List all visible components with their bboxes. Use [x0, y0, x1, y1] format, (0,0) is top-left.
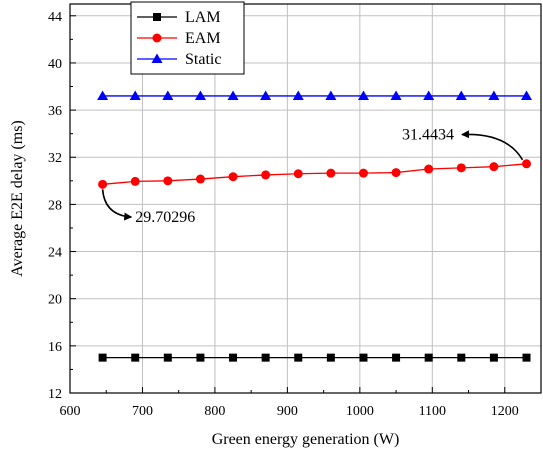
data-point-lam: [229, 353, 238, 362]
data-point-eam: [163, 176, 173, 186]
legend-marker-lam: [153, 13, 161, 21]
data-point-eam: [195, 174, 205, 184]
y-tick-label: 16: [48, 340, 62, 355]
plot-frame: [69, 3, 542, 394]
legend-entry-eam: EAM: [137, 30, 221, 47]
data-point-eam: [261, 170, 271, 180]
y-tick-label: 32: [48, 151, 62, 166]
data-point-static: [390, 90, 402, 100]
x-tick-label: 1000: [346, 404, 374, 419]
data-point-lam: [424, 353, 433, 362]
y-tick-label: 40: [48, 57, 62, 72]
legend-entry-static: Static: [137, 51, 221, 68]
data-point-static: [194, 90, 206, 100]
y-axis-title: Average E2E delay (ms): [9, 120, 26, 277]
data-point-eam: [522, 159, 532, 169]
x-tick-label: 700: [132, 404, 153, 419]
data-point-lam: [392, 353, 401, 362]
x-tick-label: 1200: [491, 404, 519, 419]
y-tick-label: 44: [48, 10, 62, 25]
legend-label-static: Static: [185, 51, 221, 68]
grid: [70, 4, 541, 393]
data-point-static: [292, 90, 304, 100]
data-point-static: [162, 90, 174, 100]
data-point-eam: [293, 169, 303, 179]
data-point-eam: [130, 176, 140, 186]
data-point-static: [129, 90, 141, 100]
data-point-static: [260, 90, 272, 100]
x-tick-label: 900: [277, 404, 298, 419]
data-point-lam: [98, 353, 107, 362]
y-tick-label: 28: [48, 198, 62, 213]
legend-label-lam: LAM: [185, 9, 221, 26]
annotation: 31.4434: [402, 127, 524, 161]
y-tick-label: 24: [48, 246, 62, 261]
x-axis-title: Green energy generation (W): [212, 431, 400, 448]
data-point-lam: [131, 353, 140, 362]
data-point-static: [455, 90, 467, 100]
legend-label-eam: EAM: [185, 30, 221, 47]
data-point-static: [227, 90, 239, 100]
data-point-lam: [261, 353, 270, 362]
data-point-eam: [358, 168, 368, 178]
series-line-eam: [102, 163, 527, 185]
data-point-lam: [326, 353, 335, 362]
annotation-label: 29.70296: [135, 209, 195, 226]
data-point-eam: [228, 172, 238, 182]
series-eam: [98, 159, 532, 189]
y-tick-label: 20: [48, 293, 62, 308]
y-tick-label: 12: [48, 387, 62, 402]
data-point-eam: [489, 162, 499, 172]
data-point-lam: [196, 353, 205, 362]
legend-entry-lam: LAM: [137, 9, 221, 26]
annotation-arrow: [101, 189, 133, 221]
data-point-lam: [359, 353, 368, 362]
annotations: 31.4434 29.70296: [101, 127, 524, 226]
series-lam: [98, 353, 531, 362]
data-point-static: [423, 90, 435, 100]
legend-marker-static: [151, 53, 163, 63]
annotation-label: 31.4434: [402, 127, 454, 144]
data-point-lam: [163, 353, 172, 362]
data-point-static: [357, 90, 369, 100]
data-point-static: [521, 90, 533, 100]
x-tick-label: 800: [204, 404, 225, 419]
data-point-lam: [489, 353, 498, 362]
data-point-eam: [456, 163, 466, 173]
axes: 600 700 800 900 1000 1100 1200 12 16 20 24 28 32 36 40…: [48, 3, 542, 419]
annotation: 29.70296: [101, 189, 195, 226]
data-point-lam: [457, 353, 466, 362]
data-point-static: [325, 90, 337, 100]
x-tick-label: 600: [60, 404, 81, 419]
data-point-eam: [98, 179, 108, 189]
series-group: [97, 90, 533, 362]
data-point-static: [97, 90, 109, 100]
annotation-arrow: [461, 130, 524, 161]
data-point-lam: [522, 353, 531, 362]
data-point-eam: [424, 164, 434, 174]
legend-marker-eam: [152, 33, 162, 43]
data-point-static: [488, 90, 500, 100]
x-tick-label: 1100: [419, 404, 446, 419]
data-point-eam: [391, 168, 401, 178]
y-tick-label: 36: [48, 104, 62, 119]
data-point-eam: [326, 168, 336, 178]
series-static: [97, 90, 533, 100]
legend: LAM EAM Static: [130, 1, 245, 75]
data-point-lam: [294, 353, 303, 362]
